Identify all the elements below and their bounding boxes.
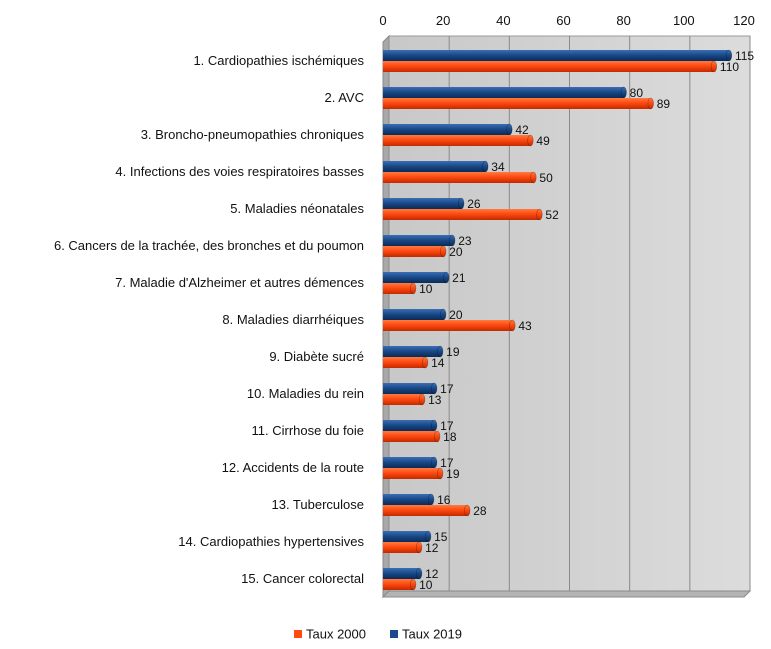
category-label: 5. Maladies néonatales — [230, 201, 364, 216]
bar-taux-2019 — [383, 530, 432, 543]
value-label: 42 — [515, 123, 529, 137]
bars — [383, 49, 733, 591]
bar-taux-2000 — [383, 171, 537, 184]
value-label: 89 — [657, 97, 671, 111]
bar-taux-2000 — [383, 430, 441, 443]
legend-label: Taux 2000 — [306, 627, 366, 642]
bar-taux-2019 — [383, 123, 513, 136]
bar-taux-2019 — [383, 493, 435, 506]
value-label: 17 — [440, 419, 454, 433]
category-label: 1. Cardiopathies ischémiques — [193, 53, 364, 68]
value-label: 20 — [449, 245, 463, 259]
category-label: 6. Cancers de la trachée, des bronches e… — [54, 238, 364, 253]
bar-taux-2019 — [383, 382, 438, 395]
category-label: 13. Tuberculose — [271, 497, 364, 512]
value-label: 17 — [440, 456, 454, 470]
category-label: 4. Infections des voies respiratoires ba… — [115, 164, 364, 179]
bar-taux-2019 — [383, 86, 627, 99]
value-label: 13 — [428, 393, 442, 407]
bar-taux-2000 — [383, 393, 426, 406]
bar-taux-2019 — [383, 345, 444, 358]
bar-taux-2000 — [383, 208, 543, 221]
bar-taux-2019 — [383, 160, 489, 173]
value-label: 17 — [440, 382, 454, 396]
value-label: 110 — [720, 60, 739, 74]
bar-taux-2019 — [383, 419, 438, 432]
value-label: 10 — [419, 578, 433, 592]
bar-taux-2019 — [383, 234, 456, 247]
value-label: 43 — [518, 319, 532, 333]
category-label: 8. Maladies diarrhéiques — [222, 312, 364, 327]
value-label: 20 — [449, 308, 463, 322]
x-tick-label: 20 — [436, 13, 450, 28]
bar-taux-2019 — [383, 567, 423, 580]
value-label: 23 — [458, 234, 472, 248]
value-label: 80 — [630, 86, 644, 100]
bar-taux-2019 — [383, 456, 438, 469]
legend: Taux 2000 Taux 2019 — [294, 627, 462, 642]
value-label: 52 — [545, 208, 559, 222]
value-label: 28 — [473, 504, 487, 518]
category-label: 15. Cancer colorectal — [241, 571, 364, 586]
value-labels: 1151108089424934502652232021102043191417… — [419, 49, 754, 592]
value-label: 34 — [491, 160, 505, 174]
category-label: 9. Diabète sucré — [269, 349, 364, 364]
x-tick-label: 100 — [673, 13, 695, 28]
value-label: 18 — [443, 430, 457, 444]
bar-taux-2019 — [383, 308, 447, 321]
bar-taux-2000 — [383, 134, 534, 147]
bar-taux-2019 — [383, 271, 450, 284]
category-label: 7. Maladie d'Alzheimer et autres démence… — [115, 275, 364, 290]
category-labels: 1. Cardiopathies ischémiques 2. AVC 3. Bro… — [54, 53, 365, 586]
bar-taux-2000 — [383, 578, 417, 591]
bar-taux-2000 — [383, 319, 516, 332]
category-label: 14. Cardiopathies hypertensives — [178, 534, 364, 549]
value-label: 50 — [539, 171, 553, 185]
bar-taux-2000 — [383, 282, 417, 295]
bar-taux-2019 — [383, 49, 733, 62]
category-label: 3. Broncho-pneumopathies chroniques — [141, 127, 365, 142]
value-label: 14 — [431, 356, 445, 370]
legend-item: Taux 2019 — [390, 627, 462, 642]
x-tick-label: 40 — [496, 13, 510, 28]
value-label: 12 — [425, 567, 439, 581]
x-tick-label: 80 — [616, 13, 630, 28]
plot-floor — [381, 590, 752, 598]
value-label: 19 — [446, 467, 460, 481]
legend-item: Taux 2000 — [294, 627, 366, 642]
value-label: 26 — [467, 197, 481, 211]
legend-swatch — [294, 630, 302, 638]
category-label: 2. AVC — [324, 90, 364, 105]
bar-taux-2000 — [383, 504, 471, 517]
x-axis-ticks: 0 20 40 60 80 100 120 — [379, 13, 754, 28]
bar-taux-2019 — [383, 197, 465, 210]
value-label: 10 — [419, 282, 433, 296]
value-label: 19 — [446, 345, 460, 359]
bar-taux-2000 — [383, 467, 444, 480]
value-label: 12 — [425, 541, 439, 555]
value-label: 15 — [434, 530, 448, 544]
legend-label: Taux 2019 — [402, 627, 462, 642]
value-label: 49 — [536, 134, 550, 148]
bar-taux-2000 — [383, 541, 423, 554]
legend-swatch — [390, 630, 398, 638]
x-tick-label: 60 — [556, 13, 570, 28]
bar-taux-2000 — [383, 60, 718, 73]
bar-taux-2000 — [383, 356, 429, 369]
bar-taux-2000 — [383, 245, 447, 258]
x-tick-label: 120 — [733, 13, 755, 28]
value-label: 21 — [452, 271, 466, 285]
value-label: 115 — [735, 49, 754, 63]
x-tick-label: 0 — [379, 13, 386, 28]
category-label: 10. Maladies du rein — [247, 386, 364, 401]
value-label: 16 — [437, 493, 451, 507]
category-label: 12. Accidents de la route — [222, 460, 364, 475]
category-label: 11. Cirrhose du foie — [252, 423, 365, 438]
bar-taux-2000 — [383, 97, 654, 110]
